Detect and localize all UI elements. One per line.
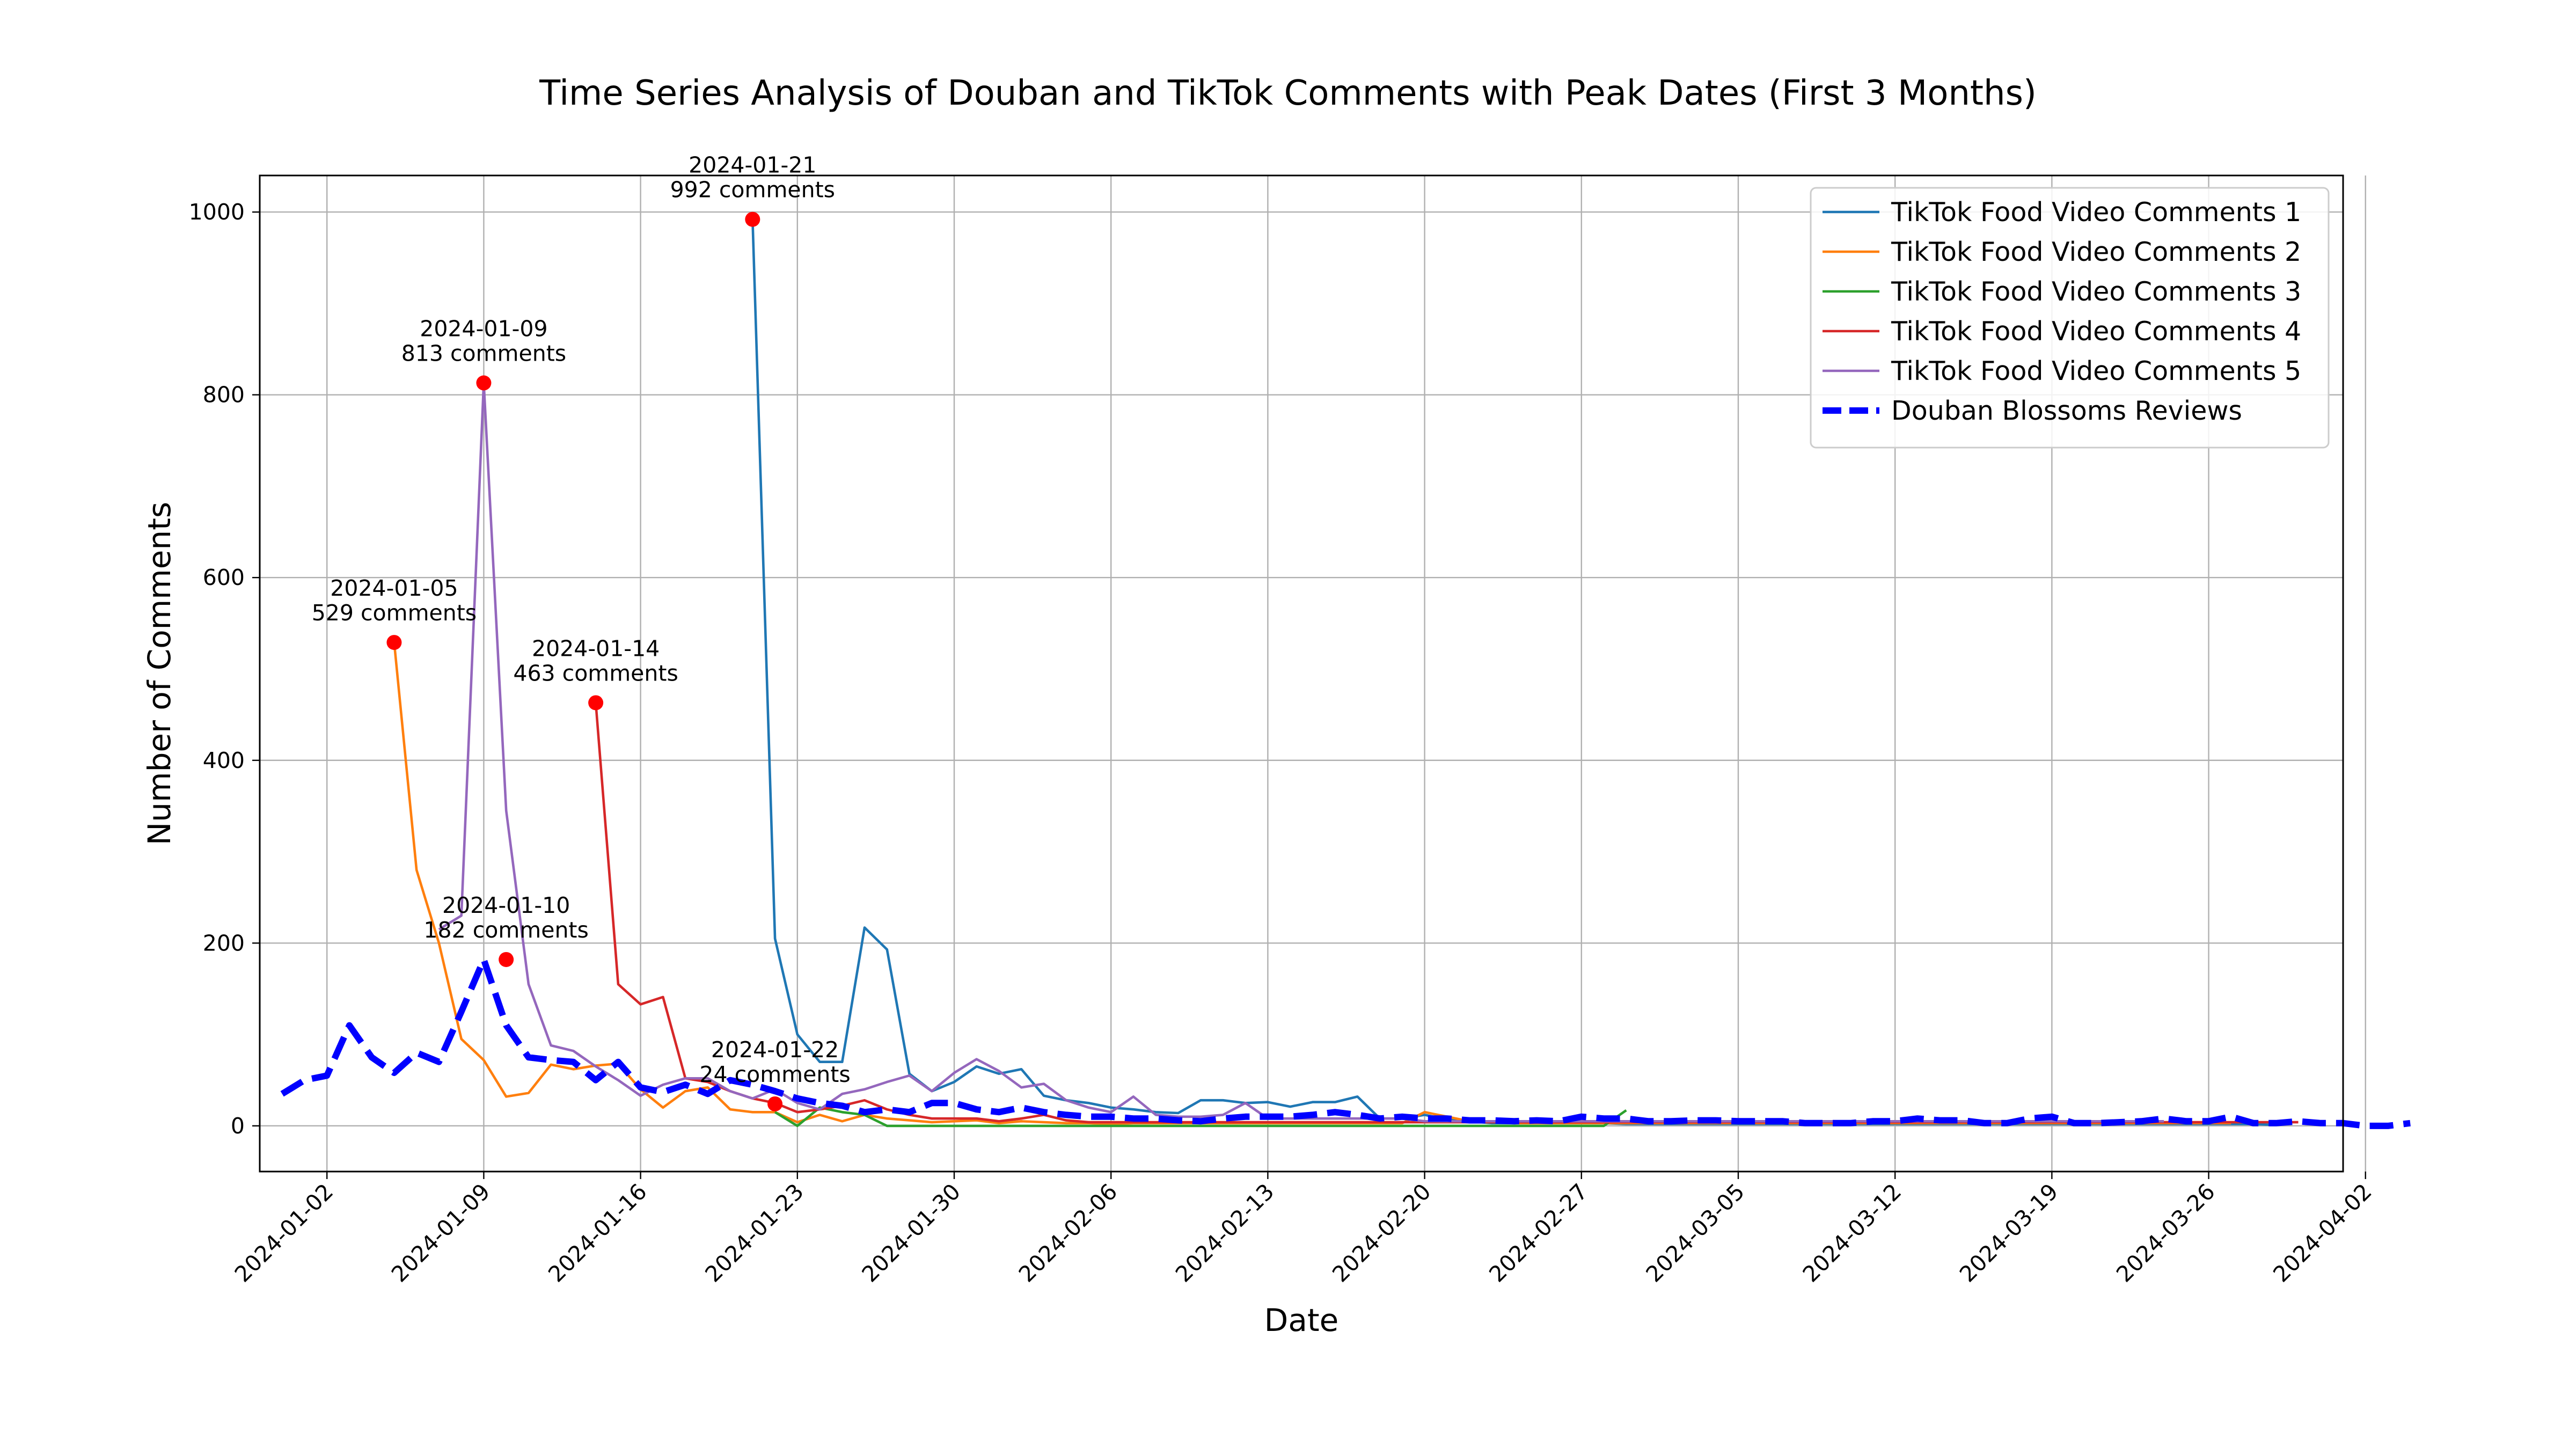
- y-tick-label: 200: [203, 930, 245, 956]
- peak-count-label: 24 comments: [699, 1062, 850, 1087]
- x-tick-label: 2024-02-06: [1014, 1179, 1122, 1287]
- peak-count-label: 182 comments: [423, 917, 588, 943]
- x-tick-label: 2024-02-13: [1170, 1179, 1279, 1287]
- peak-date-label: 2024-01-10: [442, 892, 570, 918]
- peak-marker: [386, 635, 402, 650]
- peak-marker: [476, 375, 492, 391]
- y-axis-ticks: 0 200 400 600 800 1000: [189, 199, 260, 1139]
- legend-label: TikTok Food Video Comments 2: [1891, 237, 2301, 267]
- peak-count-label: 992 comments: [670, 177, 835, 203]
- plot-lines: [280, 219, 2411, 1129]
- x-tick-label: 2024-01-02: [230, 1179, 338, 1287]
- legend-label: TikTok Food Video Comments 5: [1891, 356, 2301, 386]
- legend-label: TikTok Food Video Comments 1: [1891, 197, 2301, 228]
- peak-date-label: 2024-01-05: [330, 575, 458, 601]
- y-axis-label: Number of Comments: [141, 502, 178, 845]
- series-line: [280, 956, 2411, 1129]
- legend-label: Douban Blossoms Reviews: [1891, 396, 2242, 426]
- series-line: [774, 1106, 1627, 1128]
- y-tick-label: 800: [203, 382, 245, 408]
- peak-date-label: 2024-01-22: [711, 1037, 839, 1063]
- x-tick-label: 2024-01-23: [700, 1179, 808, 1287]
- peak-marker: [767, 1096, 783, 1111]
- peak-count-label: 529 comments: [312, 600, 477, 626]
- series-line: [393, 642, 2231, 1125]
- x-tick-label: 2024-03-12: [1798, 1179, 1906, 1287]
- y-tick-label: 1000: [189, 199, 245, 225]
- series-line: [594, 702, 2299, 1124]
- y-tick-label: 0: [231, 1113, 245, 1139]
- x-tick-label: 2024-04-02: [2268, 1179, 2376, 1287]
- x-tick-label: 2024-01-30: [857, 1179, 965, 1287]
- y-tick-label: 600: [203, 565, 245, 590]
- x-tick-label: 2024-01-09: [386, 1179, 495, 1287]
- plot-frame: [259, 174, 2344, 1173]
- peak-marker: [499, 952, 514, 967]
- x-axis-label: Date: [1264, 1302, 1339, 1338]
- x-tick-label: 2024-02-27: [1484, 1179, 1592, 1287]
- peak-date-label: 2024-01-09: [420, 316, 547, 342]
- chart-title: Time Series Analysis of Douban and TikTo…: [539, 74, 2037, 113]
- peak-marker: [745, 211, 760, 227]
- peak-marker: [588, 695, 604, 711]
- x-tick-label: 2024-03-19: [1955, 1179, 2063, 1287]
- peak-date-label: 2024-01-21: [689, 152, 816, 178]
- series-line: [438, 382, 2164, 1123]
- peak-count-label: 813 comments: [401, 341, 566, 367]
- peak-count-label: 463 comments: [513, 660, 678, 686]
- legend-box: [1810, 187, 2330, 449]
- x-tick-label: 2024-03-05: [1641, 1179, 1750, 1287]
- x-tick-label: 2024-01-16: [543, 1179, 652, 1287]
- x-axis-ticks: 2024-01-02 2024-01-09 2024-01-16 2024-01-23…: [230, 1172, 2377, 1287]
- y-tick-label: 400: [203, 748, 245, 773]
- legend-label: TikTok Food Video Comments 4: [1891, 316, 2301, 347]
- x-tick-label: 2024-03-26: [2111, 1179, 2220, 1287]
- x-tick-label: 2024-02-20: [1327, 1179, 1436, 1287]
- legend: TikTok Food Video Comments 1 TikTok Food …: [1810, 187, 2330, 449]
- peak-date-label: 2024-01-14: [532, 635, 660, 661]
- legend-label: TikTok Food Video Comments 3: [1891, 276, 2301, 307]
